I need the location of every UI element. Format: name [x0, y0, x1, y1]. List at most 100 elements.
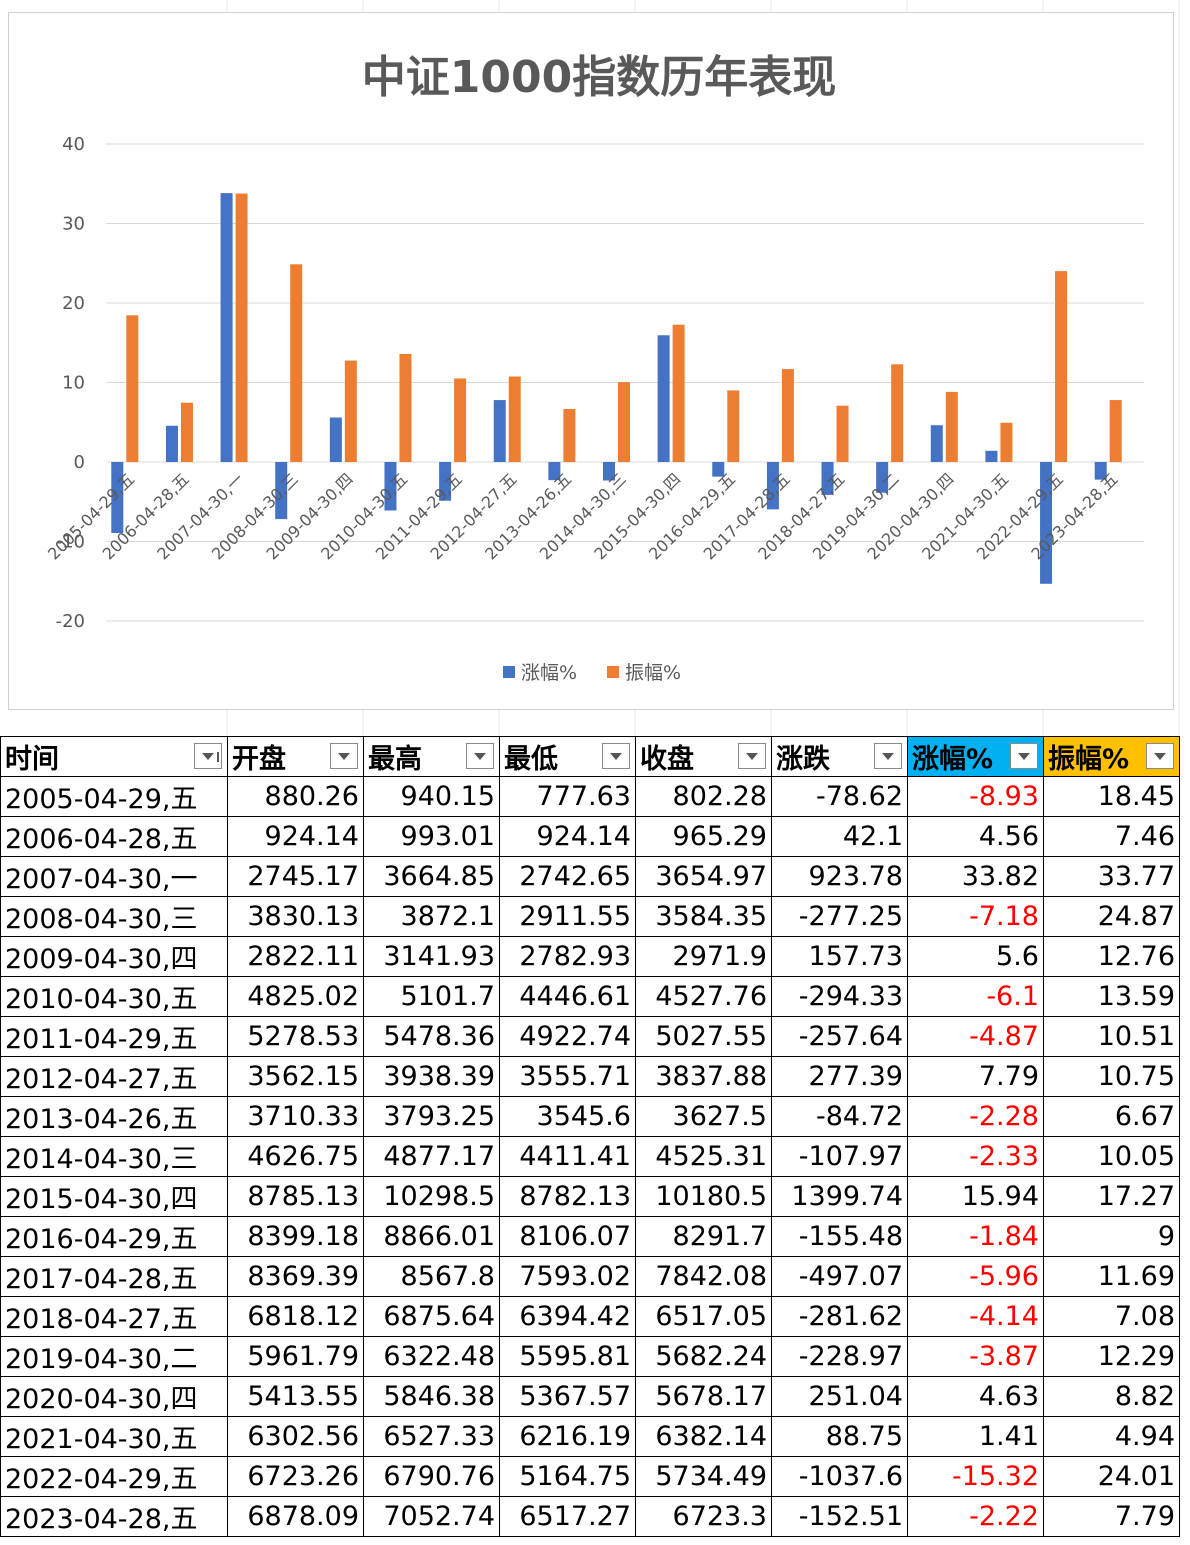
value-cell[interactable]: 12.29 — [1043, 1336, 1180, 1377]
value-cell[interactable]: 157.73 — [771, 936, 908, 977]
value-cell[interactable]: 3654.97 — [635, 856, 772, 897]
value-cell[interactable]: 251.04 — [771, 1376, 908, 1417]
date-cell[interactable]: 2011-04-29,五 — [0, 1016, 228, 1057]
value-cell[interactable]: 3710.33 — [227, 1096, 364, 1137]
value-cell[interactable]: 10.05 — [1043, 1136, 1180, 1177]
value-cell[interactable]: 277.39 — [771, 1056, 908, 1097]
value-cell[interactable]: -4.87 — [907, 1016, 1044, 1057]
value-cell[interactable]: -257.64 — [771, 1016, 908, 1057]
value-cell[interactable]: 965.29 — [635, 816, 772, 857]
date-cell[interactable]: 2013-04-26,五 — [0, 1096, 228, 1137]
value-cell[interactable]: -15.32 — [907, 1456, 1044, 1497]
value-cell[interactable]: 3562.15 — [227, 1056, 364, 1097]
value-cell[interactable]: -5.96 — [907, 1256, 1044, 1297]
value-cell[interactable]: -2.22 — [907, 1496, 1044, 1537]
value-cell[interactable]: 1.41 — [907, 1416, 1044, 1457]
value-cell[interactable]: 13.59 — [1043, 976, 1180, 1017]
value-cell[interactable]: 5027.55 — [635, 1016, 772, 1057]
value-cell[interactable]: 4.94 — [1043, 1416, 1180, 1457]
value-cell[interactable]: 4525.31 — [635, 1136, 772, 1177]
value-cell[interactable]: 3545.6 — [499, 1096, 636, 1137]
value-cell[interactable]: 4825.02 — [227, 976, 364, 1017]
chart-area[interactable]: 中证1000指数历年表现 40 30 20 10 0 -10 -20 2005-04-29,… — [8, 12, 1174, 710]
value-cell[interactable]: 924.14 — [227, 816, 364, 857]
value-cell[interactable]: 5413.55 — [227, 1376, 364, 1417]
value-cell[interactable]: 2911.55 — [499, 896, 636, 937]
value-cell[interactable]: 5478.36 — [363, 1016, 500, 1057]
value-cell[interactable]: 6517.27 — [499, 1496, 636, 1537]
value-cell[interactable]: -228.97 — [771, 1336, 908, 1377]
value-cell[interactable]: 24.87 — [1043, 896, 1180, 937]
value-cell[interactable]: 6.67 — [1043, 1096, 1180, 1137]
value-cell[interactable]: 5.6 — [907, 936, 1044, 977]
value-cell[interactable]: 4626.75 — [227, 1136, 364, 1177]
value-cell[interactable]: -2.33 — [907, 1136, 1044, 1177]
value-cell[interactable]: -4.14 — [907, 1296, 1044, 1337]
value-cell[interactable]: -84.72 — [771, 1096, 908, 1137]
value-cell[interactable]: 10.75 — [1043, 1056, 1180, 1097]
value-cell[interactable]: 8785.13 — [227, 1176, 364, 1217]
filter-dropdown-icon[interactable] — [1146, 743, 1174, 769]
value-cell[interactable]: -281.62 — [771, 1296, 908, 1337]
value-cell[interactable]: 6216.19 — [499, 1416, 636, 1457]
value-cell[interactable]: -2.28 — [907, 1096, 1044, 1137]
filter-dropdown-icon[interactable] — [602, 743, 630, 769]
value-cell[interactable]: 2822.11 — [227, 936, 364, 977]
filter-dropdown-icon[interactable] — [874, 743, 902, 769]
value-cell[interactable]: 5595.81 — [499, 1336, 636, 1377]
value-cell[interactable]: 5682.24 — [635, 1336, 772, 1377]
value-cell[interactable]: 3872.1 — [363, 896, 500, 937]
value-cell[interactable]: 6394.42 — [499, 1296, 636, 1337]
value-cell[interactable]: 6517.05 — [635, 1296, 772, 1337]
date-cell[interactable]: 2008-04-30,三 — [0, 896, 228, 937]
value-cell[interactable]: 6322.48 — [363, 1336, 500, 1377]
date-cell[interactable]: 2016-04-29,五 — [0, 1216, 228, 1257]
value-cell[interactable]: 880.26 — [227, 776, 364, 817]
value-cell[interactable]: 802.28 — [635, 776, 772, 817]
header-amplitude-pct[interactable]: 振幅% — [1043, 736, 1180, 777]
date-cell[interactable]: 2018-04-27,五 — [0, 1296, 228, 1337]
value-cell[interactable]: 7.79 — [1043, 1496, 1180, 1537]
value-cell[interactable]: -1037.6 — [771, 1456, 908, 1497]
value-cell[interactable]: 2745.17 — [227, 856, 364, 897]
value-cell[interactable]: 5367.57 — [499, 1376, 636, 1417]
value-cell[interactable]: 1399.74 — [771, 1176, 908, 1217]
value-cell[interactable]: 6527.33 — [363, 1416, 500, 1457]
value-cell[interactable]: 3837.88 — [635, 1056, 772, 1097]
value-cell[interactable]: 18.45 — [1043, 776, 1180, 817]
value-cell[interactable]: 6818.12 — [227, 1296, 364, 1337]
date-cell[interactable]: 2021-04-30,五 — [0, 1416, 228, 1457]
value-cell[interactable]: 6382.14 — [635, 1416, 772, 1457]
header-rise-pct[interactable]: 涨幅% — [907, 736, 1044, 777]
header-low[interactable]: 最低 — [499, 736, 636, 777]
value-cell[interactable]: 923.78 — [771, 856, 908, 897]
value-cell[interactable]: 4877.17 — [363, 1136, 500, 1177]
value-cell[interactable]: 6723.26 — [227, 1456, 364, 1497]
value-cell[interactable]: -107.97 — [771, 1136, 908, 1177]
date-cell[interactable]: 2010-04-30,五 — [0, 976, 228, 1017]
value-cell[interactable]: 4.63 — [907, 1376, 1044, 1417]
value-cell[interactable]: 4.56 — [907, 816, 1044, 857]
value-cell[interactable]: 15.94 — [907, 1176, 1044, 1217]
value-cell[interactable]: 2742.65 — [499, 856, 636, 897]
value-cell[interactable]: 10298.5 — [363, 1176, 500, 1217]
date-cell[interactable]: 2012-04-27,五 — [0, 1056, 228, 1097]
filter-dropdown-icon[interactable] — [466, 743, 494, 769]
date-cell[interactable]: 2005-04-29,五 — [0, 776, 228, 817]
value-cell[interactable]: 2782.93 — [499, 936, 636, 977]
value-cell[interactable]: 8369.39 — [227, 1256, 364, 1297]
filter-active-icon[interactable] — [194, 743, 222, 769]
value-cell[interactable]: 12.76 — [1043, 936, 1180, 977]
value-cell[interactable]: 8.82 — [1043, 1376, 1180, 1417]
value-cell[interactable]: 4922.74 — [499, 1016, 636, 1057]
value-cell[interactable]: 5734.49 — [635, 1456, 772, 1497]
value-cell[interactable]: -78.62 — [771, 776, 908, 817]
value-cell[interactable]: -152.51 — [771, 1496, 908, 1537]
date-cell[interactable]: 2017-04-28,五 — [0, 1256, 228, 1297]
value-cell[interactable]: 5961.79 — [227, 1336, 364, 1377]
filter-dropdown-icon[interactable] — [738, 743, 766, 769]
value-cell[interactable]: 7593.02 — [499, 1256, 636, 1297]
date-cell[interactable]: 2020-04-30,四 — [0, 1376, 228, 1417]
header-open[interactable]: 开盘 — [227, 736, 364, 777]
value-cell[interactable]: 4527.76 — [635, 976, 772, 1017]
